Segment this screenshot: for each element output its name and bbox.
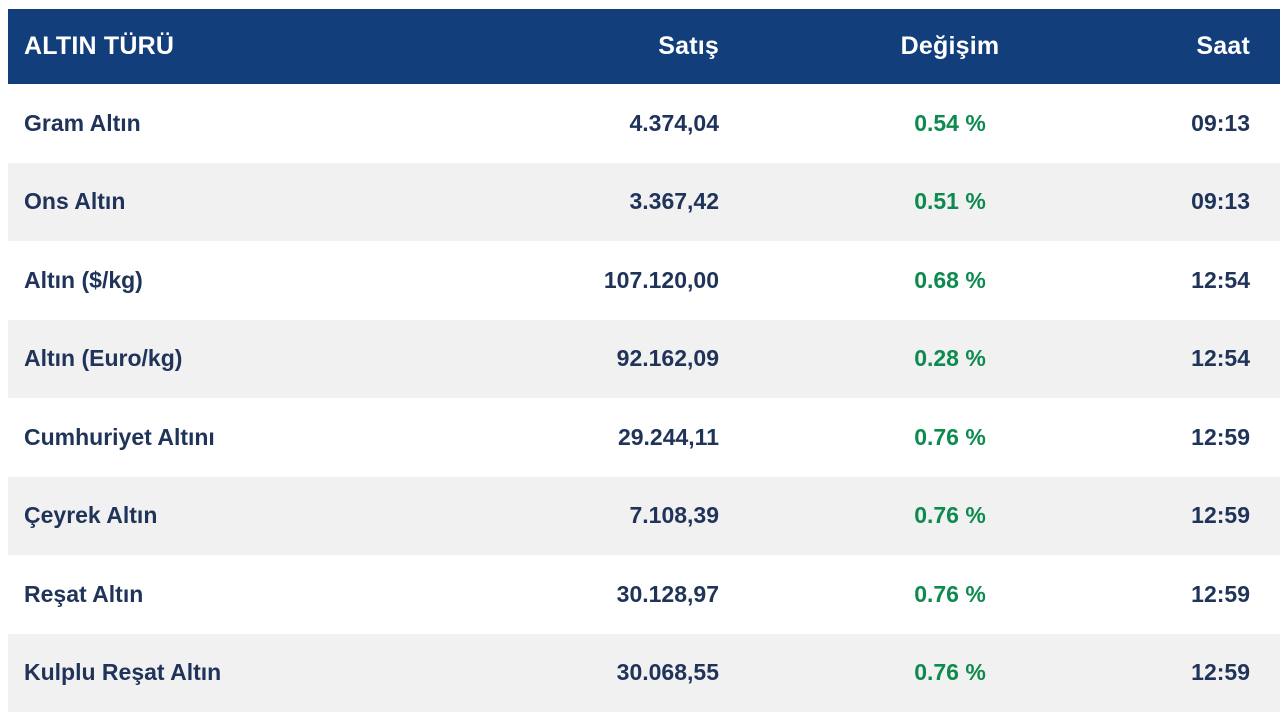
change-cell: 0.68 % — [914, 266, 986, 293]
time-cell: 12:59 — [1191, 423, 1250, 450]
table-row: Reşat Altın 30.128,97 0.76 % 12:59 — [8, 555, 1280, 634]
change-cell: 0.76 % — [914, 580, 986, 607]
price-cell: 92.162,09 — [616, 345, 719, 372]
gold-type-cell: Cumhuriyet Altını — [24, 423, 215, 450]
gold-type-cell: Gram Altın — [24, 109, 141, 136]
gold-type-cell: Kulplu Reşat Altın — [24, 659, 222, 686]
time-cell: 12:59 — [1191, 502, 1250, 529]
time-cell: 12:54 — [1191, 345, 1250, 372]
change-cell: 0.76 % — [914, 423, 986, 450]
time-cell: 09:13 — [1191, 188, 1250, 215]
gold-type-cell: Altın ($/kg) — [24, 266, 143, 293]
price-cell: 3.367,42 — [629, 188, 719, 215]
gold-prices-table: ALTIN TÜRÜ Satış Değişim Saat Gram Altın… — [8, 9, 1280, 712]
gold-type-cell: Altın (Euro/kg) — [24, 345, 183, 372]
change-cell: 0.76 % — [914, 659, 986, 686]
price-cell: 29.244,11 — [617, 423, 719, 450]
table-row: Kulplu Reşat Altın 30.068,55 0.76 % 12:5… — [8, 633, 1280, 712]
price-cell: 30.068,55 — [616, 659, 719, 686]
time-cell: 12:54 — [1191, 266, 1250, 293]
table-row: Cumhuriyet Altını 29.244,11 0.76 % 12:59 — [8, 398, 1280, 477]
table-row: Ons Altın 3.367,42 0.51 % 09:13 — [8, 162, 1280, 241]
change-cell: 0.51 % — [914, 188, 986, 215]
time-cell: 09:13 — [1191, 109, 1250, 136]
price-cell: 4.374,04 — [629, 109, 719, 136]
table-row: Çeyrek Altın 7.108,39 0.76 % 12:59 — [8, 476, 1280, 555]
col-header-time: Saat — [1196, 32, 1250, 60]
col-header-gold-type: ALTIN TÜRÜ — [24, 32, 175, 60]
table-row: Altın (Euro/kg) 92.162,09 0.28 % 12:54 — [8, 319, 1280, 398]
price-cell: 30.128,97 — [616, 580, 719, 607]
gold-type-cell: Ons Altın — [24, 188, 126, 215]
prices-table: ALTIN TÜRÜ Satış Değişim Saat Gram Altın… — [8, 9, 1280, 712]
change-cell: 0.54 % — [914, 109, 986, 136]
col-header-change: Değişim — [900, 32, 1000, 60]
change-cell: 0.28 % — [914, 345, 986, 372]
col-header-price: Satış — [658, 32, 719, 60]
table-header-row: ALTIN TÜRÜ Satış Değişim Saat — [8, 9, 1280, 84]
price-cell: 7.108,39 — [629, 502, 719, 529]
time-cell: 12:59 — [1191, 659, 1250, 686]
price-cell: 107.120,00 — [603, 266, 719, 293]
change-cell: 0.76 % — [914, 502, 986, 529]
time-cell: 12:59 — [1191, 580, 1250, 607]
table-row: Altın ($/kg) 107.120,00 0.68 % 12:54 — [8, 241, 1280, 320]
table-row: Gram Altın 4.374,04 0.54 % 09:13 — [8, 84, 1280, 163]
gold-type-cell: Reşat Altın — [24, 580, 144, 607]
gold-type-cell: Çeyrek Altın — [24, 502, 158, 529]
